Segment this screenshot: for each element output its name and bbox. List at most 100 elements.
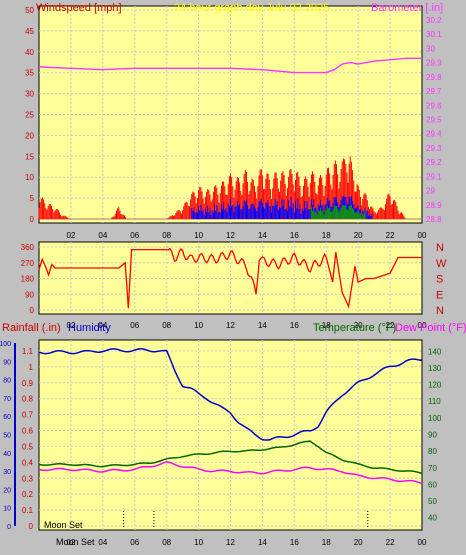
windspeed-tick-label: 0: [30, 215, 35, 224]
x-tick-label: 00: [418, 321, 427, 330]
x-tick-label: 12: [226, 321, 235, 330]
barometer-tick-label: 28.8: [426, 215, 442, 224]
rainfall-tick-label: 0.3: [22, 474, 34, 483]
humidity-tick-label: 60: [3, 414, 11, 421]
x-tick-label: 22: [386, 321, 395, 330]
rainfall-tick-label: 0.2: [22, 490, 34, 499]
windspeed-tick-label: 15: [25, 152, 34, 161]
moon-set-label-bottom: Moon Set: [56, 537, 95, 547]
humidity-tick-label: 10: [3, 506, 11, 513]
x-tick-label: 00: [418, 538, 427, 547]
moon-set-label-inner: Moon Set: [44, 520, 83, 530]
windspeed-tick-label: 35: [25, 69, 34, 78]
x-tick-label: 18: [322, 321, 331, 330]
temperature-tick-label: 70: [428, 464, 437, 473]
rainfall-tick-label: 0: [29, 522, 34, 531]
x-tick-label: 06: [130, 321, 139, 330]
humidity-tick-label: 20: [3, 487, 11, 494]
x-tick-label: 16: [290, 231, 299, 240]
direction-tick-label: 270: [21, 259, 35, 268]
x-tick-label: 00: [418, 231, 427, 240]
temperature-tick-label: 100: [428, 414, 442, 423]
x-tick-label: 10: [194, 538, 203, 547]
temperature-line: [38, 440, 423, 474]
direction-tick-label: 180: [21, 275, 35, 284]
humidity-tick-label: 90: [3, 359, 11, 366]
humidity-tick-label: 30: [3, 469, 11, 476]
rainfall-tick-label: 0.9: [22, 379, 34, 388]
windspeed-axis-label: Windspeed [mph]: [36, 2, 122, 14]
barometer-line: [38, 57, 422, 74]
barometer-tick-label: 29.1: [426, 172, 442, 181]
x-tick-label: 10: [194, 321, 203, 330]
rainfall-tick-label: 0.8: [22, 395, 34, 404]
rainfall-tick-label: 0.6: [22, 427, 34, 436]
temperature-tick-label: 50: [428, 497, 437, 506]
barometer-tick-label: 29: [426, 187, 435, 196]
x-tick-label: 08: [162, 538, 171, 547]
barometer-tick-label: 29.2: [426, 158, 442, 167]
barometer-tick-label: 29.4: [426, 130, 442, 139]
compass-direction-label: W: [436, 258, 447, 270]
x-tick-label: 12: [226, 538, 235, 547]
barometer-tick-label: 29.3: [426, 144, 442, 153]
windspeed-tick-label: 20: [25, 131, 34, 140]
rainfall-tick-label: 1: [29, 363, 34, 372]
rainfall-axis-label: Rainfall (.in): [2, 322, 61, 334]
temperature-tick-label: 140: [428, 347, 442, 356]
windspeed-tick-label: 50: [25, 6, 34, 15]
x-tick-label: 04: [98, 231, 107, 240]
windspeed-tick-label: 45: [25, 27, 34, 36]
direction-tick-label: 360: [21, 243, 35, 252]
windspeed-tick-label: 5: [30, 194, 35, 203]
humidity-axis-label: Humidity: [68, 322, 111, 334]
temperature-tick-label: 110: [428, 397, 441, 406]
barometer-tick-label: 29.8: [426, 73, 442, 82]
x-tick-label: 02: [66, 231, 75, 240]
rainfall-tick-label: 0.7: [22, 411, 34, 420]
humidity-line: [38, 348, 423, 441]
windspeed-tick-label: 40: [25, 48, 34, 57]
x-tick-label: 04: [98, 538, 107, 547]
temperature-tick-label: 60: [428, 480, 437, 489]
x-tick-label: 22: [386, 231, 395, 240]
x-tick-label: 20: [354, 321, 363, 330]
x-tick-label: 04: [98, 321, 107, 330]
temperature-tick-label: 40: [428, 514, 437, 523]
barometer-tick-label: 29.5: [426, 115, 442, 124]
x-tick-label: 18: [322, 538, 331, 547]
x-tick-label: 08: [162, 321, 171, 330]
x-tick-label: 14: [258, 321, 267, 330]
barometer-tick-label: 30.2: [426, 16, 442, 25]
rainfall-tick-label: 1.1: [22, 347, 34, 356]
compass-direction-label: E: [436, 289, 443, 301]
temperature-tick-label: 120: [428, 381, 442, 390]
humidity-tick-label: 50: [3, 433, 11, 440]
barometer-tick-label: 29.9: [426, 59, 442, 68]
temperature-tick-label: 90: [428, 431, 437, 440]
x-tick-label: 18: [322, 231, 331, 240]
barometer-axis-label: Barometer [.in]: [371, 2, 443, 14]
barometer-tick-label: 29.7: [426, 87, 442, 96]
x-tick-label: 02: [66, 538, 75, 547]
temperature-axis-label: Temperature (°F): [313, 322, 396, 334]
dewpoint-axis-label: Dew Point (°F): [395, 322, 466, 334]
direction-tick-label: 0: [30, 306, 35, 315]
compass-direction-label: S: [436, 274, 443, 286]
humidity-tick-label: 0: [7, 524, 11, 531]
x-tick-label: 06: [130, 538, 139, 547]
rainfall-tick-label: 0.5: [22, 442, 34, 451]
dewpoint-line: [38, 461, 423, 484]
x-tick-label: 06: [130, 231, 139, 240]
x-tick-label: 22: [386, 538, 395, 547]
humidity-tick-label: 70: [3, 396, 11, 403]
x-tick-label: 20: [354, 538, 363, 547]
x-tick-label: 12: [226, 231, 235, 240]
rainfall-tick-label: 0.4: [22, 458, 34, 467]
x-tick-label: 08: [162, 231, 171, 240]
x-tick-label: 14: [258, 231, 267, 240]
x-tick-label: 16: [290, 538, 299, 547]
x-tick-label: 02: [66, 321, 75, 330]
